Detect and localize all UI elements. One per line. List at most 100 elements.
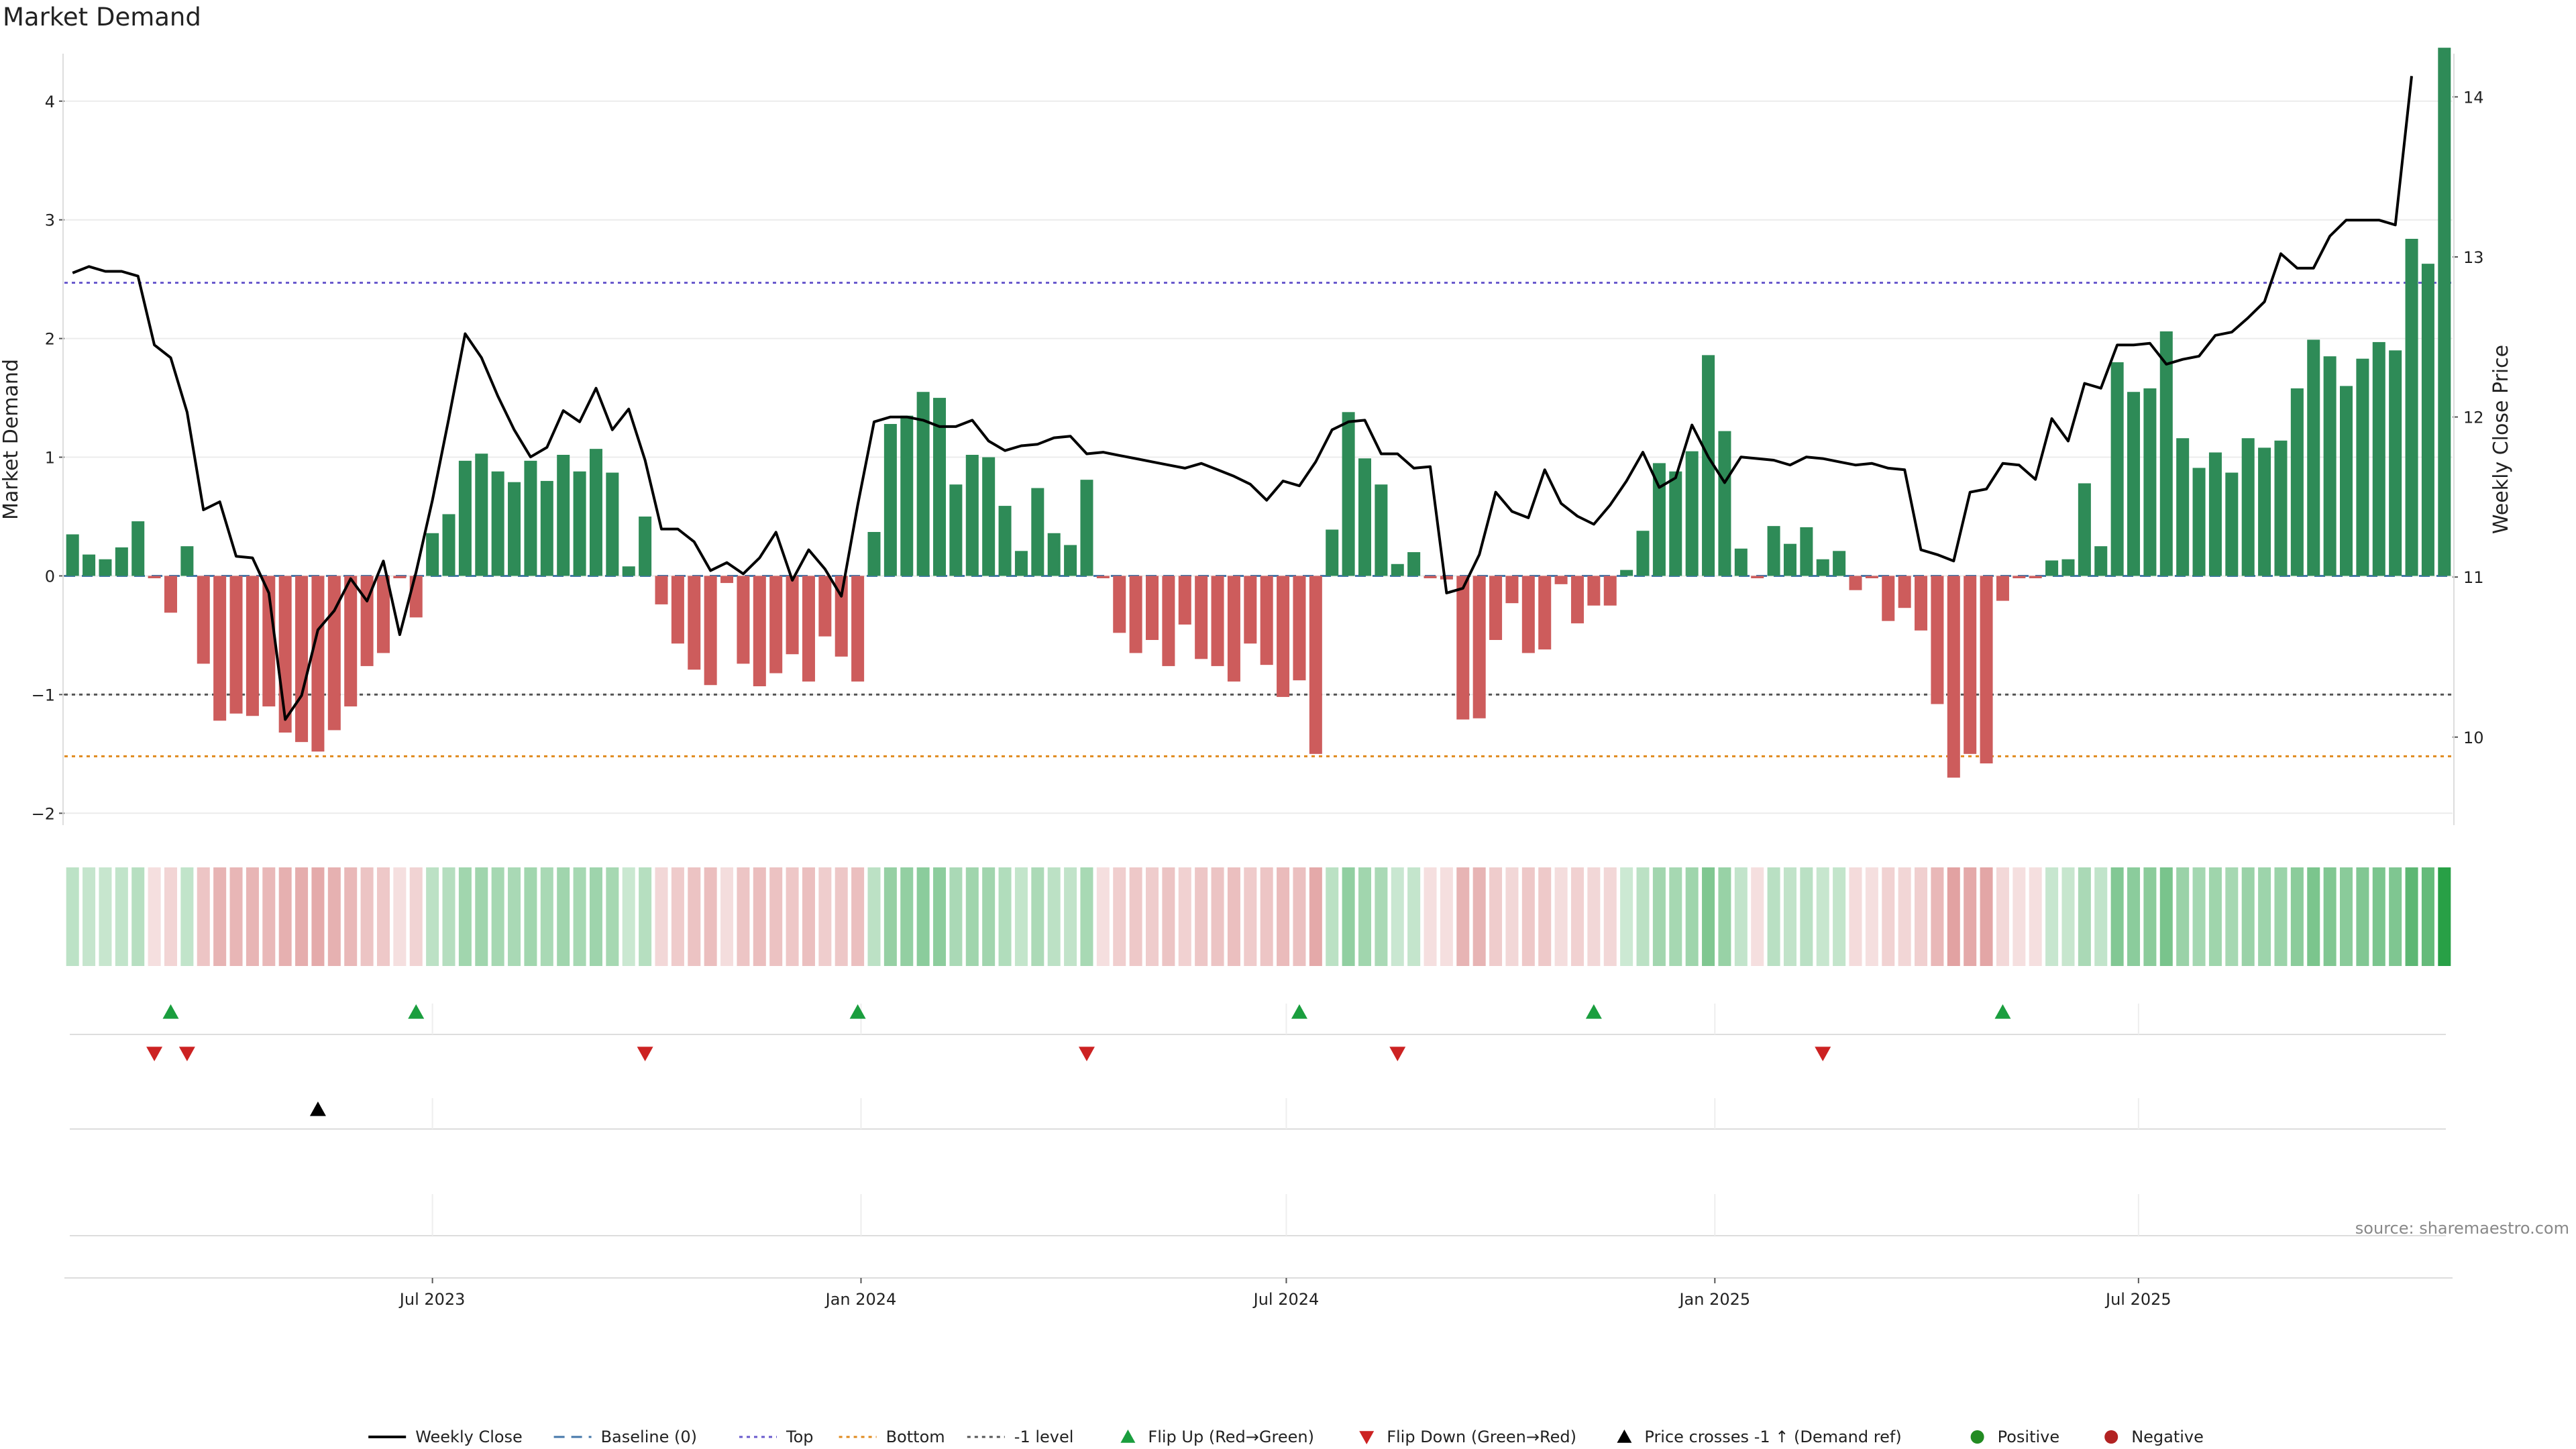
heat-cell xyxy=(1424,867,1437,966)
heat-cell xyxy=(376,867,390,966)
heat-cell xyxy=(1309,867,1322,966)
demand-bar xyxy=(1685,451,1699,576)
legend-label: Top xyxy=(786,1428,814,1446)
heat-cell xyxy=(2258,867,2271,966)
heat-cell xyxy=(491,867,504,966)
demand-bar xyxy=(2339,386,2353,576)
demand-bar xyxy=(916,392,930,576)
heat-cell xyxy=(1554,867,1568,966)
heat-cell xyxy=(2389,867,2402,966)
demand-bar xyxy=(295,576,309,743)
heat-cell xyxy=(851,867,865,966)
demand-bar xyxy=(1915,576,1928,631)
heat-cell xyxy=(1685,867,1699,966)
heat-cell xyxy=(2421,867,2434,966)
weekly-close-line xyxy=(72,76,2413,721)
heat-cell xyxy=(1342,867,1355,966)
heat-cell xyxy=(2274,867,2288,966)
heat-cell xyxy=(1260,867,1273,966)
heat-cell xyxy=(2127,867,2141,966)
demand-bar xyxy=(442,514,455,576)
demand-bar xyxy=(1538,576,1552,650)
demand-bar xyxy=(655,576,668,604)
demand-bar xyxy=(965,455,979,576)
demand-bar xyxy=(704,576,717,686)
heat-cell xyxy=(769,867,783,966)
demand-bar xyxy=(1898,576,1911,608)
legend-label: -1 level xyxy=(1014,1428,1074,1446)
price-cross-marker xyxy=(309,1102,326,1116)
heat-cell xyxy=(1882,867,1895,966)
heat-cell xyxy=(1915,867,1928,966)
heat-cell xyxy=(737,867,750,966)
demand-bar xyxy=(1260,576,1273,665)
heat-cell xyxy=(327,867,341,966)
demand-bar xyxy=(1227,576,1240,682)
demand-bar xyxy=(1424,576,1437,578)
heat-cell xyxy=(2356,867,2369,966)
flip-down-marker xyxy=(637,1046,653,1061)
heat-cell xyxy=(1734,867,1748,966)
heat-cell xyxy=(1047,867,1061,966)
demand-bar xyxy=(818,576,832,637)
demand-bar xyxy=(671,576,684,644)
demand-bar xyxy=(1751,576,1764,578)
heat-cell xyxy=(180,867,194,966)
heat-cell xyxy=(1031,867,1044,966)
demand-bar xyxy=(1014,551,1028,576)
heat-cell xyxy=(2143,867,2157,966)
legend-swatch-flip-up xyxy=(1120,1430,1136,1443)
demand-bar xyxy=(1178,576,1191,625)
heat-cell xyxy=(1162,867,1175,966)
heat-cell xyxy=(1816,867,1829,966)
demand-bar xyxy=(2241,438,2255,576)
heat-cell xyxy=(360,867,374,966)
legend-label: Flip Up (Red→Green) xyxy=(1148,1428,1314,1446)
demand-bar xyxy=(66,534,79,576)
demand-bar xyxy=(409,576,423,618)
demand-bar xyxy=(197,576,210,664)
demand-bar xyxy=(1931,576,1944,704)
left-tick-label: −2 xyxy=(32,804,55,823)
heat-cell xyxy=(1587,867,1601,966)
x-tick-label: Jan 2024 xyxy=(824,1290,897,1309)
demand-bar xyxy=(1375,484,1388,576)
heat-cell xyxy=(2323,867,2337,966)
demand-bar xyxy=(2356,358,2369,576)
heat-cell xyxy=(2045,867,2059,966)
legend-swatch-flip-down xyxy=(1359,1431,1375,1444)
demand-bar xyxy=(180,546,194,576)
demand-bar xyxy=(2438,48,2451,576)
demand-bar xyxy=(639,517,652,576)
heat-cell xyxy=(1652,867,1666,966)
demand-bar xyxy=(1064,545,1077,576)
heat-cell xyxy=(573,867,586,966)
heat-cell xyxy=(2307,867,2320,966)
demand-bar xyxy=(1162,576,1175,666)
demand-bar xyxy=(1326,529,1339,576)
heat-cell xyxy=(2438,867,2451,966)
demand-bar xyxy=(2127,392,2141,576)
demand-bar xyxy=(83,554,96,576)
heat-cell xyxy=(1505,867,1519,966)
heat-cell xyxy=(835,867,848,966)
heat-cell xyxy=(1096,867,1110,966)
heat-cell xyxy=(688,867,701,966)
heat-cell xyxy=(1702,867,1715,966)
demand-bar xyxy=(982,457,996,576)
heat-cell xyxy=(1980,867,1993,966)
heat-cell xyxy=(2176,867,2190,966)
demand-bar xyxy=(458,460,472,576)
heat-cell xyxy=(557,867,570,966)
heat-cell xyxy=(1898,867,1911,966)
demand-bar xyxy=(1947,576,1960,778)
demand-bar xyxy=(688,576,701,670)
heat-cell xyxy=(2078,867,2091,966)
demand-bar xyxy=(1113,576,1126,633)
demand-bar xyxy=(949,484,963,576)
demand-bar xyxy=(344,576,358,707)
demand-bar xyxy=(573,471,586,576)
demand-bar xyxy=(1996,576,2009,601)
heat-cell xyxy=(393,867,407,966)
demand-bar xyxy=(246,576,259,716)
